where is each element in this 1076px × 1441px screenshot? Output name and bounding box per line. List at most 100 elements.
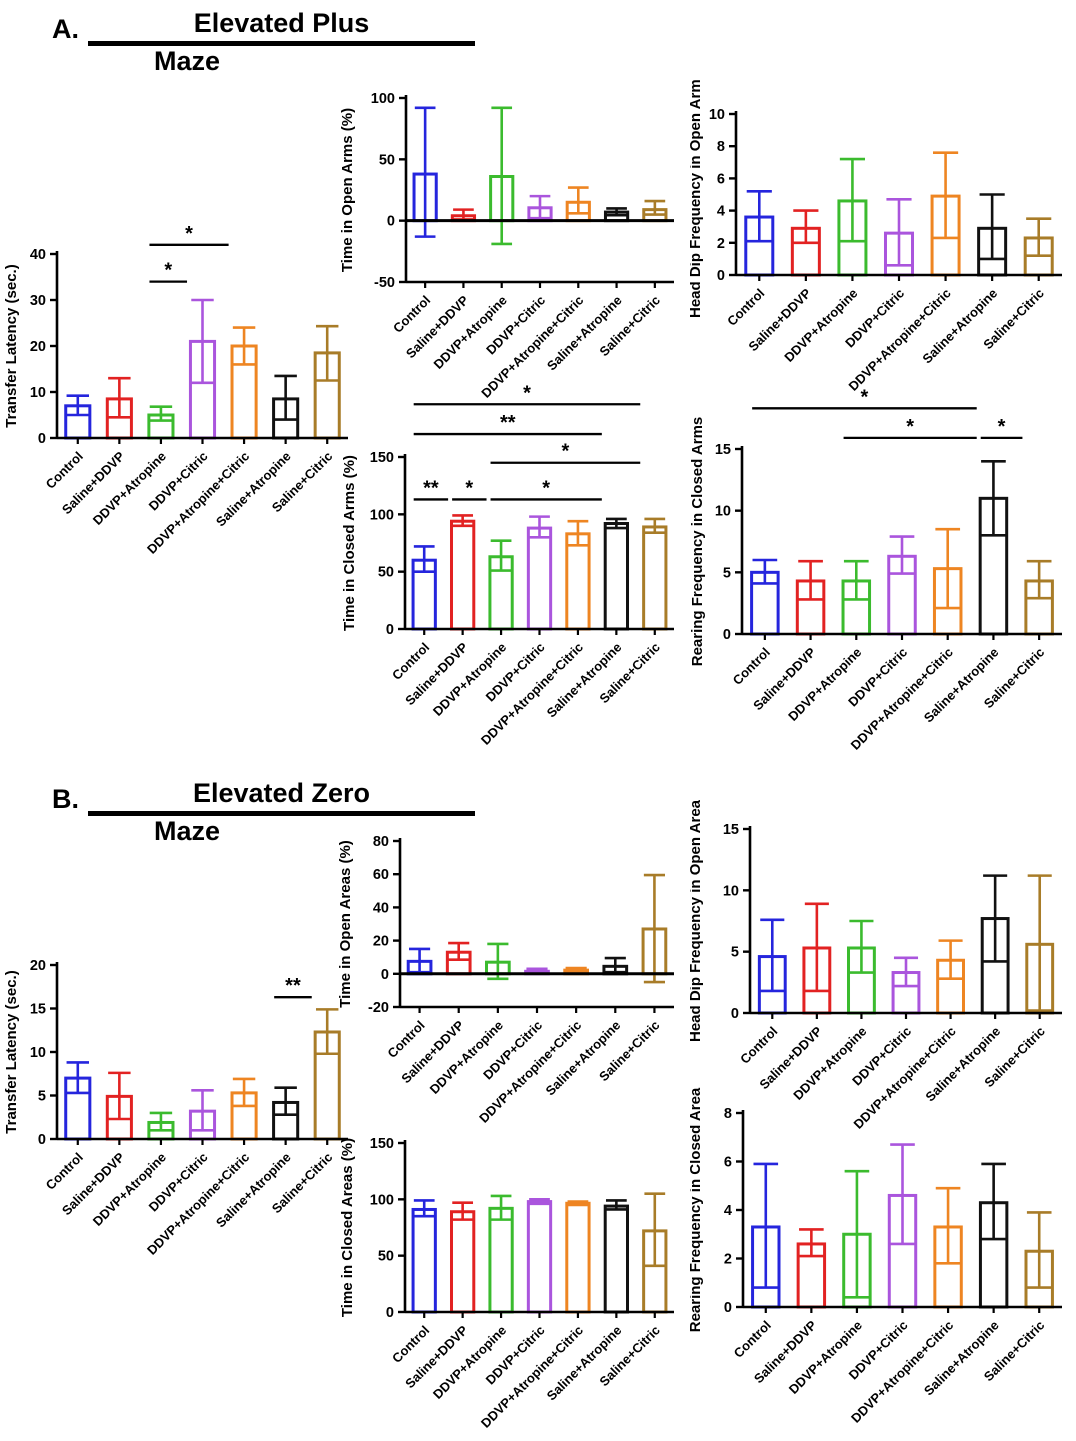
chart-b-head-dip-open-area: 0 5 10 15 Control Saline+DDVP DDVP+Atropine DDV…	[690, 788, 1076, 1163]
y-tick-label: 20	[373, 934, 389, 950]
significance-label: **	[423, 477, 439, 499]
y-axis: 0 5 10 15 20	[30, 958, 59, 1148]
bar-group-Control	[64, 1061, 92, 1141]
y-tick-label: 30	[30, 293, 46, 309]
bar-DDVP+Citric	[526, 526, 553, 631]
bar-DDVP+Citric	[526, 1200, 553, 1314]
y-tick-label: 10	[723, 883, 739, 899]
y-axis-title: Time in Closed Arms (%)	[341, 455, 358, 631]
significance-label: **	[500, 412, 516, 434]
bar-group-Saline+Citric	[642, 1192, 668, 1314]
bar-group-DDVP+Atropine	[837, 157, 868, 277]
y-tick-label: 10	[709, 107, 725, 123]
bar-DDVP+Atropine	[488, 1206, 514, 1314]
bar-group-Control	[751, 1162, 781, 1309]
x-axis: ControlSaline+DDVPDDVP+AtropineDDVP+Citr…	[389, 1310, 674, 1431]
x-axis: ControlSaline+DDVPDDVP+AtropineDDVP+Citr…	[384, 972, 674, 1126]
significance-marker: *	[149, 260, 188, 283]
y-tick-label: 0	[381, 967, 389, 983]
bar-group-DDVP+Atropine	[842, 1169, 872, 1309]
x-tick-label-DDVP+Atropine: DDVP+Atropine	[90, 1150, 169, 1229]
y-tick-label: -50	[374, 275, 395, 291]
y-axis: 0 10 20 30 40	[30, 247, 59, 447]
y-tick-label: 50	[378, 1249, 394, 1265]
x-axis: ControlSaline+DDVPDDVP+AtropineDDVP+Citr…	[724, 273, 1062, 394]
x-axis: ControlSaline+DDVPDDVP+AtropineDDVP+Citr…	[43, 1137, 348, 1258]
bar-group-Saline+Atropine	[272, 374, 300, 440]
bar-group-Control	[411, 545, 437, 631]
y-axis-title: Time in Closed Areas (%)	[339, 1138, 356, 1317]
chart-a-transfer-latency: 0 10 20 30 40 Control Saline+DDVP DDVP+Atropine…	[0, 225, 358, 645]
bar-DDVP+Atropine+Citric	[565, 1201, 591, 1314]
y-axis: 0 50 100 150	[370, 1136, 407, 1321]
y-axis: -20 0 20 40 60 80	[368, 834, 402, 1016]
bar-group-DDVP+Atropine	[847, 919, 876, 1015]
y-axis-title: Rearing Frequency in Closed Area	[690, 1087, 704, 1332]
bars	[744, 151, 1054, 277]
y-tick-label: 0	[724, 1300, 732, 1316]
chart-a-time-closed-arms: 0 50 100 150 Control Saline+DDVP DDVP+Atropine…	[338, 385, 686, 775]
significance-marker: **	[274, 975, 312, 999]
significance-label: *	[562, 441, 570, 463]
bar-group-Saline+Atropine	[977, 193, 1008, 277]
y-tick-label: 0	[387, 214, 395, 230]
chart-b-rearing-closed-area: 0 2 4 6 8 Control Saline+DDVP DDVP+Atropine DDVP…	[690, 1078, 1076, 1441]
bar-Saline+Citric	[313, 351, 341, 440]
significance-marker: *	[490, 441, 641, 464]
x-tick-label-Control: Control	[730, 645, 773, 688]
bar-group-Saline+Citric	[1024, 1211, 1054, 1309]
y-axis-title: Transfer Latency (sec.)	[3, 264, 20, 427]
bar-group-DDVP+Atropine	[488, 1194, 514, 1314]
bar-group-Saline+Citric	[641, 873, 668, 984]
bar-group-Control	[412, 106, 438, 238]
y-tick-label: 4	[717, 204, 725, 220]
bar-group-Saline+DDVP	[796, 1228, 827, 1309]
chart-a-rearing-closed-arms: 0 5 10 15 Control Saline+DDVP DDVP+Atropine DDV…	[690, 385, 1076, 775]
significance-marker: *	[149, 225, 229, 246]
chart-a-head-dip-open-arms: 0 2 4 6 8 10 Control Saline+DDVP DDVP+Atropine DD…	[690, 80, 1076, 445]
panel-a-title-line2: Maze	[154, 46, 221, 76]
panel-a-title: Elevated Plus Maze	[88, 8, 475, 77]
bar-group-DDVP+Atropine+Citric	[930, 151, 961, 277]
bar-group-DDVP+Atropine	[841, 559, 872, 636]
y-tick-label: 0	[386, 1305, 394, 1321]
bar-Saline+Atropine	[603, 1204, 630, 1314]
y-axis: 0 2 4 6 8	[724, 1106, 745, 1316]
bars	[751, 1143, 1054, 1309]
bar-group-Control	[411, 1199, 437, 1314]
bar-group-DDVP+Citric	[891, 956, 921, 1015]
y-axis-title: Head Dip Frequency in Open Area	[690, 799, 704, 1042]
x-tick-label-DDVP+Atropine: DDVP+Atropine	[90, 449, 169, 528]
y-tick-label: 20	[30, 339, 46, 355]
y-tick-label: 10	[30, 1045, 46, 1061]
x-tick-label-Control: Control	[737, 1024, 780, 1067]
panel-b-label: B.	[52, 784, 79, 814]
panel-b-title-line1: Elevated Zero	[88, 778, 475, 816]
y-tick-label: 2	[717, 236, 725, 252]
bar-group-Saline+Citric	[642, 199, 668, 223]
bar-group-Control	[406, 947, 433, 976]
y-tick-label: 0	[723, 627, 731, 643]
y-tick-label: 80	[373, 834, 389, 850]
bar-group-Saline+DDVP	[795, 559, 826, 636]
significance-label: *	[906, 416, 914, 438]
significance-marker: *	[752, 386, 977, 410]
bar-group-DDVP+Atropine+Citric	[565, 519, 591, 631]
x-tick-label-Saline+Atropine: Saline+Atropine	[213, 1150, 294, 1231]
y-tick-label: 20	[30, 958, 46, 974]
x-tick-label-Control: Control	[731, 1318, 774, 1361]
bar-group-Saline+Citric	[313, 324, 341, 440]
bars	[406, 873, 668, 984]
bars	[64, 1008, 341, 1141]
x-axis: ControlSaline+DDVPDDVP+AtropineDDVP+Citr…	[389, 627, 674, 748]
y-axis-title: Time in Open Arms (%)	[339, 108, 356, 272]
a_transfer_latency-svg: 0 10 20 30 40 ControlSaline+DDVPDDVP+Atropine…	[3, 225, 348, 557]
significance-marker: **	[413, 477, 449, 501]
x-axis: ControlSaline+DDVPDDVP+AtropineDDVP+Citr…	[730, 632, 1062, 753]
bar-DDVP+Atropine+Citric	[565, 532, 591, 631]
bars	[757, 874, 1055, 1015]
y-axis: -50 0 50 100	[371, 91, 408, 291]
bar-group-Saline+Citric	[1024, 559, 1054, 636]
y-tick-label: 100	[370, 1192, 394, 1208]
x-axis: ControlSaline+DDVPDDVP+AtropineDDVP+Citr…	[731, 1305, 1062, 1426]
